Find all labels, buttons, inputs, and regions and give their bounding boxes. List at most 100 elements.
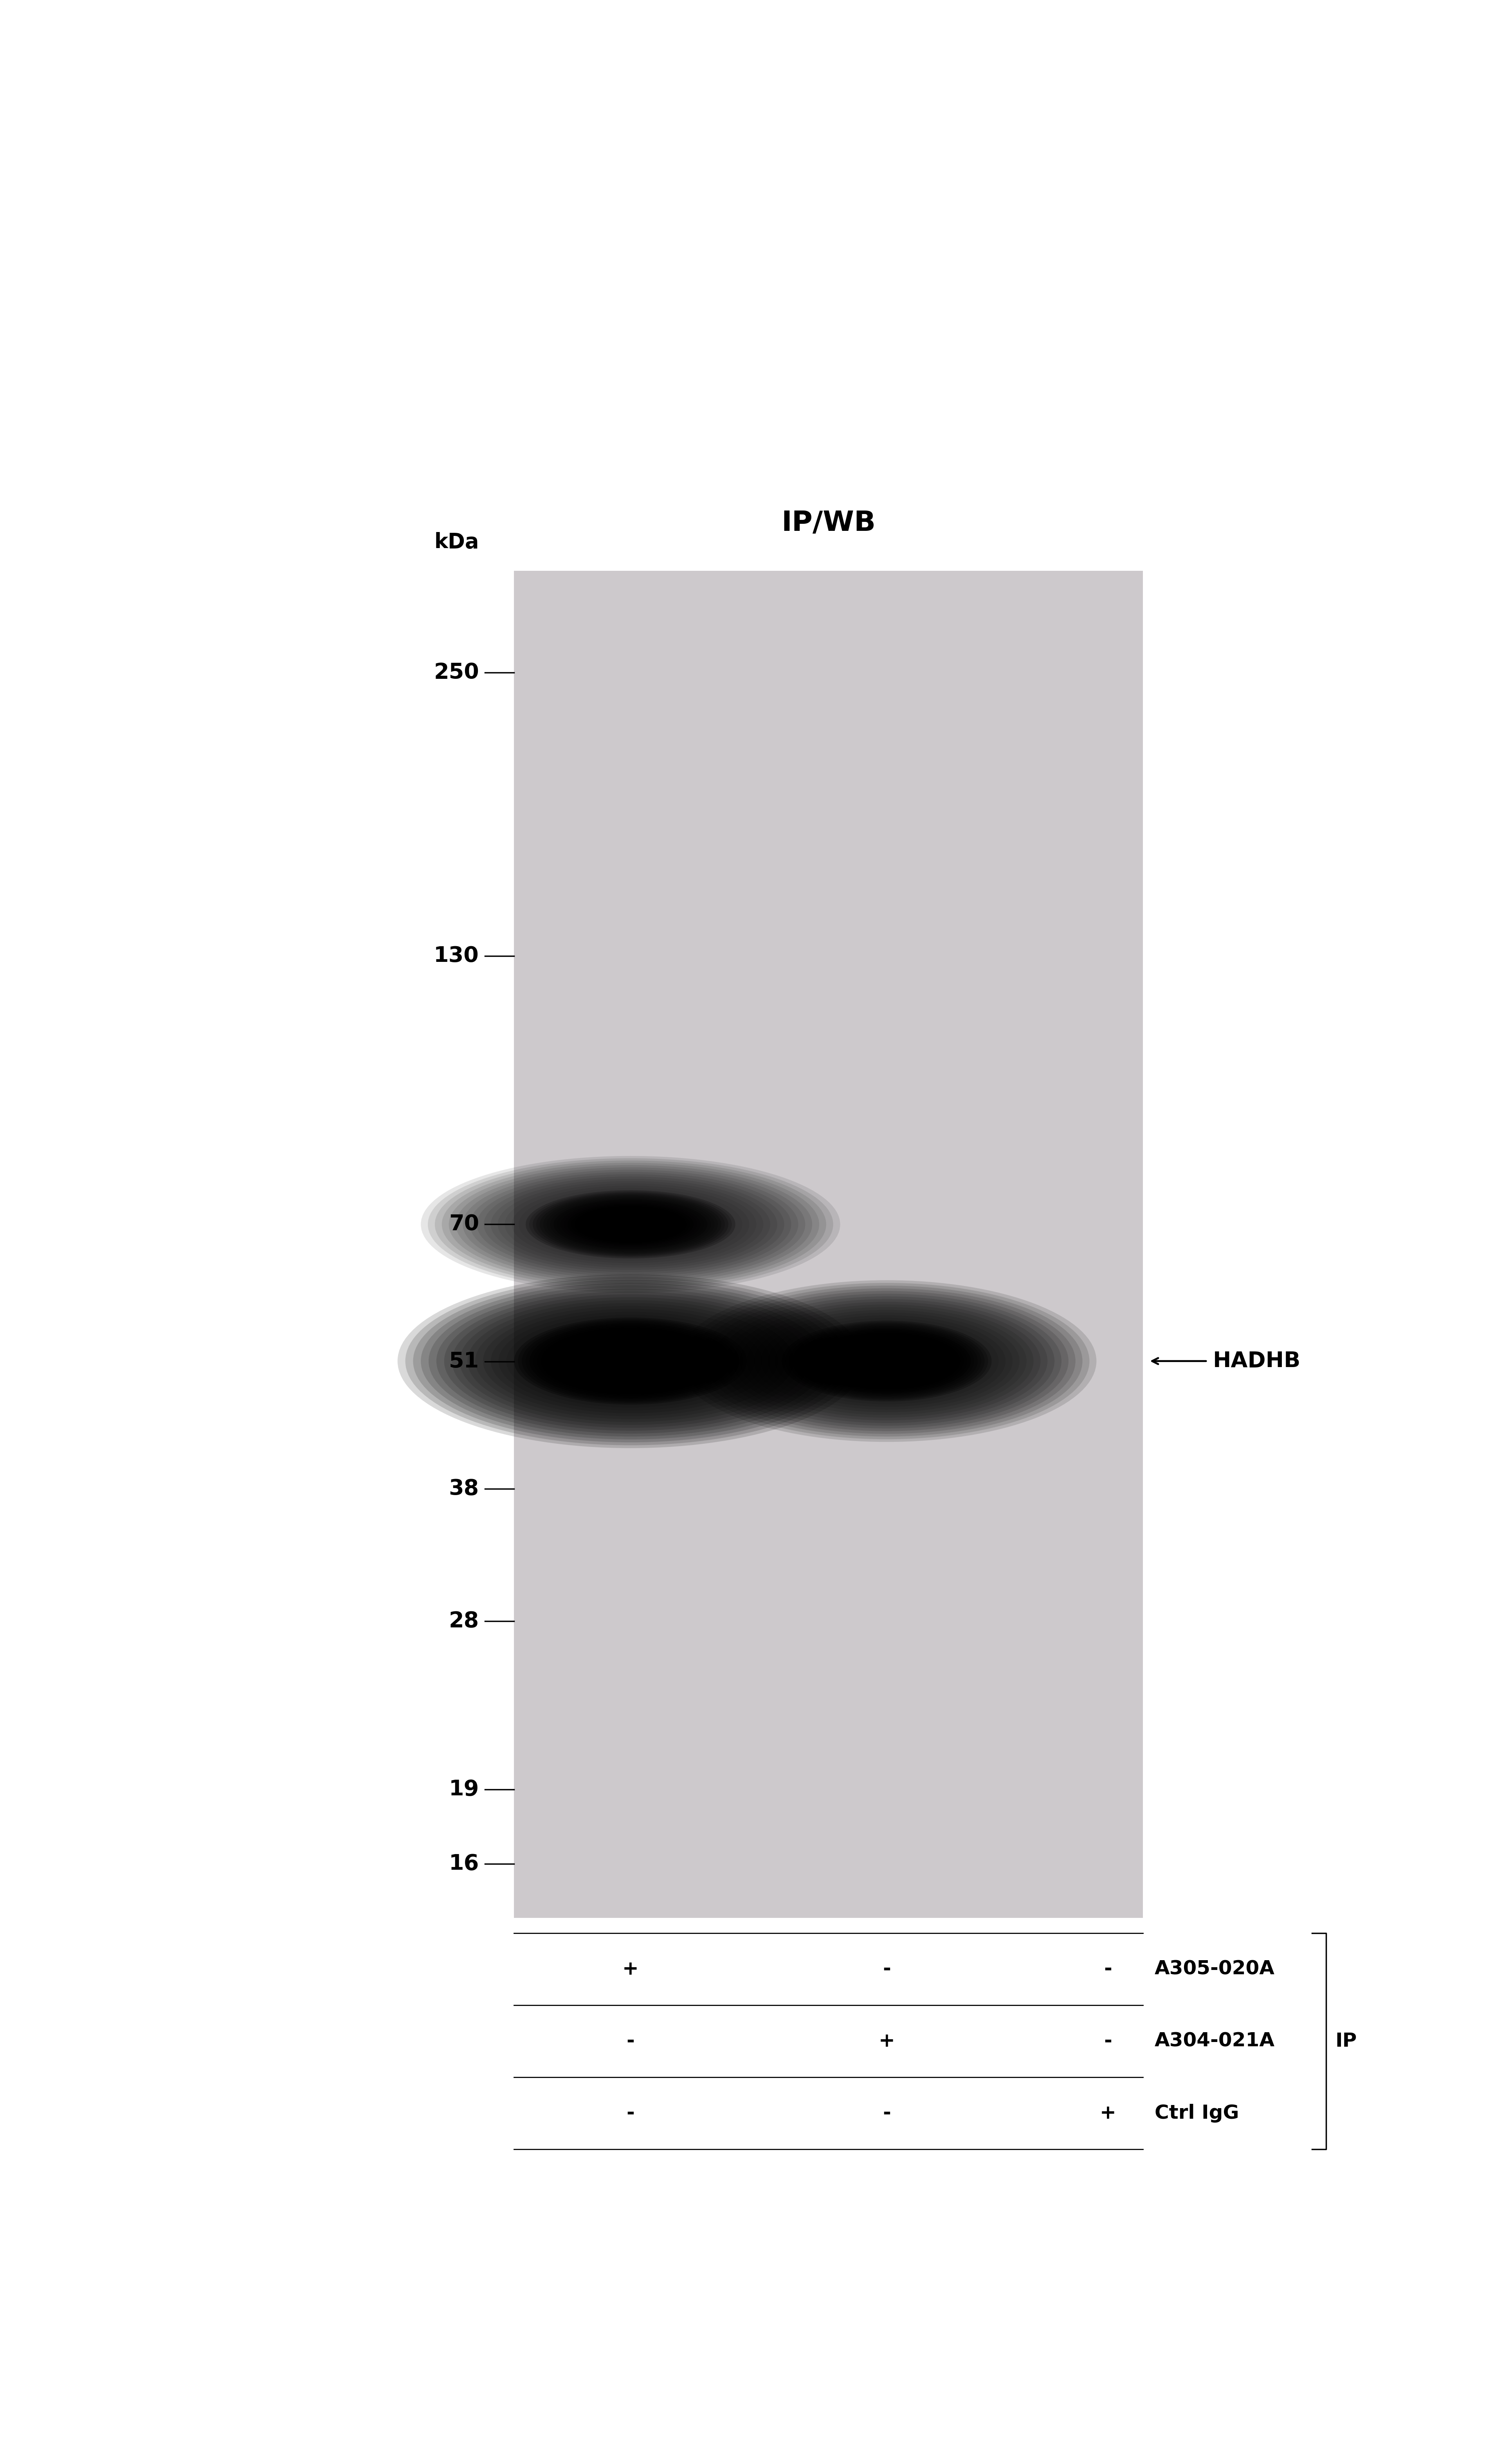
Ellipse shape bbox=[538, 1326, 724, 1397]
Ellipse shape bbox=[568, 1205, 693, 1244]
Ellipse shape bbox=[813, 1333, 960, 1390]
Ellipse shape bbox=[755, 1311, 1019, 1412]
Ellipse shape bbox=[588, 1345, 673, 1377]
Ellipse shape bbox=[529, 1190, 732, 1257]
Ellipse shape bbox=[676, 1281, 1096, 1441]
Ellipse shape bbox=[549, 1331, 712, 1392]
Ellipse shape bbox=[428, 1158, 833, 1291]
Ellipse shape bbox=[576, 1340, 685, 1382]
Ellipse shape bbox=[511, 1185, 750, 1264]
Ellipse shape bbox=[807, 1331, 966, 1392]
Ellipse shape bbox=[691, 1286, 1082, 1437]
Text: HADHB: HADHB bbox=[1213, 1350, 1300, 1372]
Ellipse shape bbox=[800, 1328, 974, 1395]
Ellipse shape bbox=[505, 1183, 756, 1266]
Ellipse shape bbox=[449, 1165, 812, 1284]
Text: IP: IP bbox=[1335, 2033, 1357, 2050]
Ellipse shape bbox=[842, 1343, 932, 1377]
Ellipse shape bbox=[568, 1338, 693, 1385]
Ellipse shape bbox=[428, 1286, 833, 1437]
Ellipse shape bbox=[491, 1308, 770, 1414]
Text: -: - bbox=[1105, 1959, 1112, 1979]
Ellipse shape bbox=[789, 1323, 984, 1400]
Ellipse shape bbox=[445, 1291, 818, 1432]
Text: A304-021A: A304-021A bbox=[1154, 2033, 1275, 2050]
Ellipse shape bbox=[789, 1323, 984, 1400]
Ellipse shape bbox=[519, 1318, 742, 1402]
Ellipse shape bbox=[442, 1163, 819, 1286]
Ellipse shape bbox=[460, 1296, 801, 1424]
Text: Ctrl IgG: Ctrl IgG bbox=[1154, 2104, 1238, 2122]
Ellipse shape bbox=[546, 1328, 715, 1392]
Ellipse shape bbox=[476, 1175, 785, 1274]
Ellipse shape bbox=[556, 1333, 705, 1390]
Ellipse shape bbox=[522, 1321, 739, 1402]
Ellipse shape bbox=[553, 1333, 708, 1390]
Ellipse shape bbox=[797, 1326, 977, 1397]
Ellipse shape bbox=[467, 1301, 794, 1422]
Ellipse shape bbox=[768, 1316, 1006, 1407]
Ellipse shape bbox=[834, 1340, 939, 1382]
Ellipse shape bbox=[497, 1180, 764, 1266]
Ellipse shape bbox=[810, 1331, 963, 1390]
Ellipse shape bbox=[455, 1168, 806, 1281]
Ellipse shape bbox=[571, 1205, 690, 1244]
Ellipse shape bbox=[541, 1328, 720, 1395]
Text: kDa: kDa bbox=[434, 532, 479, 552]
Ellipse shape bbox=[561, 1202, 700, 1247]
Ellipse shape bbox=[827, 1338, 947, 1385]
Ellipse shape bbox=[580, 1343, 681, 1380]
Text: -: - bbox=[627, 2104, 634, 2122]
Ellipse shape bbox=[803, 1328, 971, 1395]
Ellipse shape bbox=[522, 1321, 739, 1402]
Ellipse shape bbox=[532, 1193, 729, 1257]
Text: -: - bbox=[882, 1959, 891, 1979]
Text: 28: 28 bbox=[449, 1611, 479, 1631]
Ellipse shape bbox=[421, 1284, 840, 1439]
Ellipse shape bbox=[574, 1205, 687, 1242]
Text: +: + bbox=[879, 2033, 894, 2050]
Ellipse shape bbox=[421, 1156, 840, 1294]
Ellipse shape bbox=[463, 1170, 798, 1279]
Ellipse shape bbox=[436, 1289, 825, 1434]
Ellipse shape bbox=[558, 1200, 703, 1249]
Ellipse shape bbox=[821, 1335, 953, 1387]
Ellipse shape bbox=[831, 1340, 942, 1382]
Ellipse shape bbox=[561, 1335, 700, 1387]
Ellipse shape bbox=[499, 1311, 762, 1409]
Text: -: - bbox=[1105, 2033, 1112, 2050]
Ellipse shape bbox=[726, 1299, 1048, 1424]
Ellipse shape bbox=[406, 1276, 855, 1446]
Ellipse shape bbox=[538, 1326, 724, 1397]
Ellipse shape bbox=[484, 1175, 777, 1271]
Ellipse shape bbox=[747, 1308, 1027, 1414]
Ellipse shape bbox=[761, 1313, 1013, 1409]
Ellipse shape bbox=[782, 1321, 992, 1402]
Ellipse shape bbox=[792, 1326, 981, 1397]
Ellipse shape bbox=[684, 1284, 1090, 1439]
Ellipse shape bbox=[739, 1303, 1034, 1417]
Text: IP/WB: IP/WB bbox=[782, 510, 876, 537]
Text: 250: 250 bbox=[434, 663, 479, 683]
Text: 16: 16 bbox=[449, 1853, 479, 1875]
Ellipse shape bbox=[845, 1345, 929, 1377]
Ellipse shape bbox=[529, 1323, 732, 1400]
Ellipse shape bbox=[776, 1318, 998, 1404]
Text: 70: 70 bbox=[449, 1215, 479, 1234]
Ellipse shape bbox=[583, 1343, 676, 1377]
Text: -: - bbox=[882, 2104, 891, 2122]
Ellipse shape bbox=[452, 1294, 809, 1427]
Ellipse shape bbox=[818, 1333, 956, 1387]
Ellipse shape bbox=[824, 1338, 950, 1385]
Ellipse shape bbox=[582, 1207, 679, 1239]
Ellipse shape bbox=[553, 1200, 708, 1249]
Bar bbox=[514, 572, 1142, 1917]
Ellipse shape bbox=[526, 1321, 735, 1400]
Ellipse shape bbox=[519, 1188, 742, 1262]
Ellipse shape bbox=[514, 1318, 747, 1404]
Ellipse shape bbox=[482, 1306, 779, 1417]
Text: +: + bbox=[622, 1959, 639, 1979]
Text: 130: 130 bbox=[434, 946, 479, 966]
Text: A305-020A: A305-020A bbox=[1154, 1959, 1275, 1979]
Ellipse shape bbox=[475, 1303, 786, 1419]
